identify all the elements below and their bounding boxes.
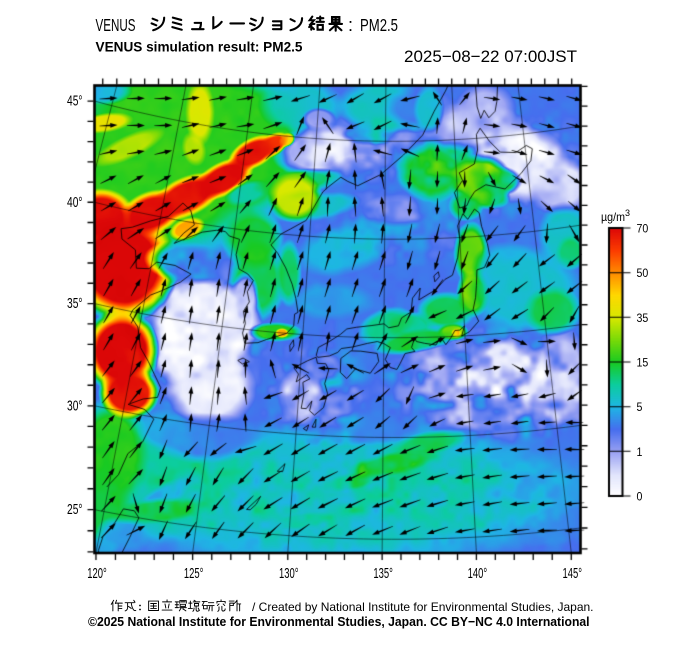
svg-text:40°: 40° (67, 194, 82, 210)
svg-text:70: 70 (637, 223, 649, 236)
svg-text:30°: 30° (67, 398, 82, 414)
svg-text:©2025 National Institute for E: ©2025 National Institute for Environment… (88, 615, 590, 629)
svg-text:1: 1 (637, 446, 643, 459)
svg-text:130°: 130° (279, 565, 299, 582)
svg-text:5: 5 (637, 402, 643, 415)
svg-text:/ Created by National Institut: / Created by National Institute for Envi… (252, 600, 594, 614)
svg-text:3: 3 (625, 208, 630, 218)
svg-text:VENUS simulation result: PM2.5: VENUS simulation result: PM2.5 (96, 40, 303, 55)
svg-text:135°: 135° (373, 565, 393, 582)
svg-text:2025−08−22 07:00JST: 2025−08−22 07:00JST (404, 47, 577, 66)
svg-text:125°: 125° (184, 565, 204, 582)
svg-text:140°: 140° (468, 565, 488, 582)
svg-text:45°: 45° (67, 93, 82, 109)
svg-text:PM2.5: PM2.5 (360, 16, 398, 35)
svg-text::: : (348, 15, 353, 35)
svg-text:25°: 25° (67, 502, 82, 518)
svg-text:15: 15 (637, 357, 649, 370)
svg-text:50: 50 (637, 268, 649, 281)
svg-text:145°: 145° (563, 565, 583, 582)
svg-text:VENUS: VENUS (96, 16, 136, 36)
svg-text:0: 0 (637, 491, 643, 504)
svg-text:35: 35 (637, 312, 649, 325)
svg-text:120°: 120° (87, 565, 107, 582)
svg-text:35°: 35° (67, 295, 82, 311)
svg-text:µg/m: µg/m (601, 212, 625, 224)
